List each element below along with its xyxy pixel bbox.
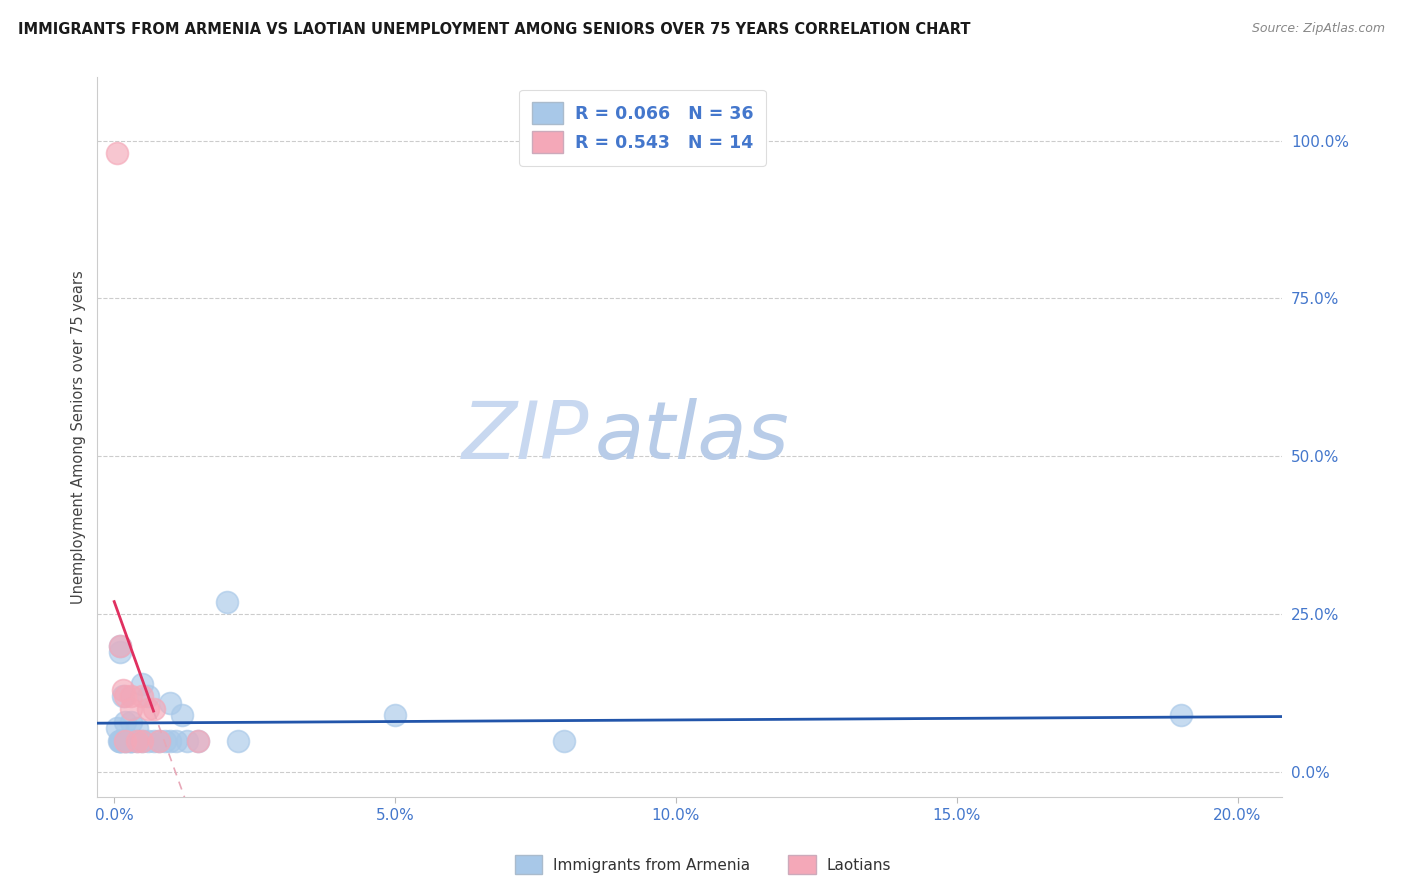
Point bbox=[120, 733, 142, 747]
Point bbox=[108, 733, 131, 747]
Point bbox=[142, 702, 165, 716]
Point bbox=[105, 146, 128, 161]
Point bbox=[105, 721, 128, 735]
Point bbox=[114, 714, 136, 729]
Point bbox=[142, 733, 165, 747]
Point bbox=[176, 733, 198, 747]
Point bbox=[226, 733, 249, 747]
Point bbox=[108, 639, 131, 653]
Point bbox=[553, 733, 575, 747]
Point bbox=[114, 733, 136, 747]
Point bbox=[136, 690, 159, 704]
Point bbox=[108, 733, 131, 747]
Point bbox=[108, 645, 131, 659]
Point bbox=[120, 690, 142, 704]
Legend: R = 0.066   N = 36, R = 0.543   N = 14: R = 0.066 N = 36, R = 0.543 N = 14 bbox=[519, 90, 766, 166]
Point bbox=[114, 690, 136, 704]
Point bbox=[148, 733, 170, 747]
Point bbox=[153, 733, 176, 747]
Point bbox=[125, 733, 148, 747]
Point bbox=[120, 702, 142, 716]
Point bbox=[165, 733, 187, 747]
Point bbox=[131, 690, 153, 704]
Point bbox=[125, 721, 148, 735]
Point bbox=[136, 702, 159, 716]
Point bbox=[120, 733, 142, 747]
Point bbox=[120, 714, 142, 729]
Y-axis label: Unemployment Among Seniors over 75 years: Unemployment Among Seniors over 75 years bbox=[72, 270, 86, 604]
Point bbox=[107, 733, 129, 747]
Point bbox=[120, 733, 142, 747]
Point bbox=[108, 639, 131, 653]
Legend: Immigrants from Armenia, Laotians: Immigrants from Armenia, Laotians bbox=[509, 849, 897, 880]
Point bbox=[114, 733, 136, 747]
Point bbox=[114, 733, 136, 747]
Point bbox=[148, 733, 170, 747]
Point bbox=[111, 690, 134, 704]
Point bbox=[159, 696, 181, 710]
Point bbox=[1170, 708, 1192, 723]
Text: IMMIGRANTS FROM ARMENIA VS LAOTIAN UNEMPLOYMENT AMONG SENIORS OVER 75 YEARS CORR: IMMIGRANTS FROM ARMENIA VS LAOTIAN UNEMP… bbox=[18, 22, 970, 37]
Point bbox=[111, 683, 134, 698]
Point bbox=[215, 594, 238, 608]
Point bbox=[131, 733, 153, 747]
Point bbox=[159, 733, 181, 747]
Point bbox=[136, 733, 159, 747]
Text: atlas: atlas bbox=[595, 399, 790, 476]
Point bbox=[187, 733, 209, 747]
Point bbox=[110, 733, 132, 747]
Point bbox=[125, 733, 148, 747]
Text: ZIP: ZIP bbox=[461, 399, 589, 476]
Point bbox=[117, 733, 139, 747]
Point bbox=[170, 708, 193, 723]
Point bbox=[187, 733, 209, 747]
Text: Source: ZipAtlas.com: Source: ZipAtlas.com bbox=[1251, 22, 1385, 36]
Point bbox=[384, 708, 406, 723]
Point bbox=[131, 676, 153, 690]
Point bbox=[131, 733, 153, 747]
